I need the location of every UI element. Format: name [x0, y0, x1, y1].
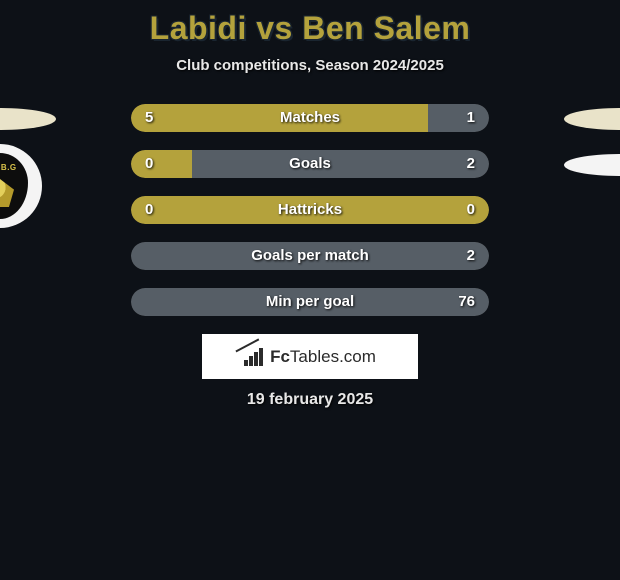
- bar-left-fill: [131, 196, 489, 224]
- stat-bar: Goals per match 2: [131, 242, 489, 270]
- bar-left-fill: [131, 150, 192, 178]
- bars-wrap: 5 Matches 1 0 Goals 2 0 Hattricks 0: [70, 104, 550, 318]
- stat-left-value: 5: [145, 104, 153, 132]
- stat-right-value: 0: [467, 196, 475, 224]
- row-hattricks: 0 Hattricks 0: [70, 196, 550, 226]
- stat-bar: Min per goal 76: [131, 288, 489, 316]
- stat-left-value: 0: [145, 150, 153, 178]
- brand-box[interactable]: FcTables.com: [202, 334, 418, 379]
- stat-left-value: 0: [145, 196, 153, 224]
- stat-bar: 0 Goals 2: [131, 150, 489, 178]
- stat-right-value: 2: [467, 150, 475, 178]
- brand-text: FcTables.com: [270, 347, 376, 367]
- brand-strong: Fc: [270, 347, 290, 366]
- row-goals-per-match: Goals per match 2: [70, 242, 550, 272]
- bar-right-fill: [192, 150, 489, 178]
- brand-rest: Tables.com: [290, 347, 376, 366]
- club-badge-left-icon: [0, 144, 42, 228]
- row-min-per-goal: Min per goal 76: [70, 288, 550, 318]
- bar-right-fill: [131, 288, 489, 316]
- stat-bar: 5 Matches 1: [131, 104, 489, 132]
- bar-chart-icon: [244, 348, 266, 366]
- stat-right-value: 76: [458, 288, 475, 316]
- row-goals: 0 Goals 2: [70, 150, 550, 180]
- comparison-card: Labidi vs Ben Salem Club competitions, S…: [0, 0, 620, 580]
- bar-left-fill: [131, 104, 428, 132]
- stat-right-value: 1: [467, 104, 475, 132]
- page-title: Labidi vs Ben Salem: [0, 10, 620, 47]
- date-text: 19 february 2025: [0, 391, 620, 409]
- row-matches: 5 Matches 1: [70, 104, 550, 134]
- club-badge-shield-icon: [0, 153, 28, 219]
- stat-bar: 0 Hattricks 0: [131, 196, 489, 224]
- player-right-ellipse-icon: [564, 108, 620, 130]
- player-left-ellipse-icon: [0, 108, 56, 130]
- subtitle: Club competitions, Season 2024/2025: [0, 57, 620, 74]
- stat-right-value: 2: [467, 242, 475, 270]
- bar-right-fill: [428, 104, 489, 132]
- bar-right-fill: [131, 242, 489, 270]
- player-right-ellipse2-icon: [564, 154, 620, 176]
